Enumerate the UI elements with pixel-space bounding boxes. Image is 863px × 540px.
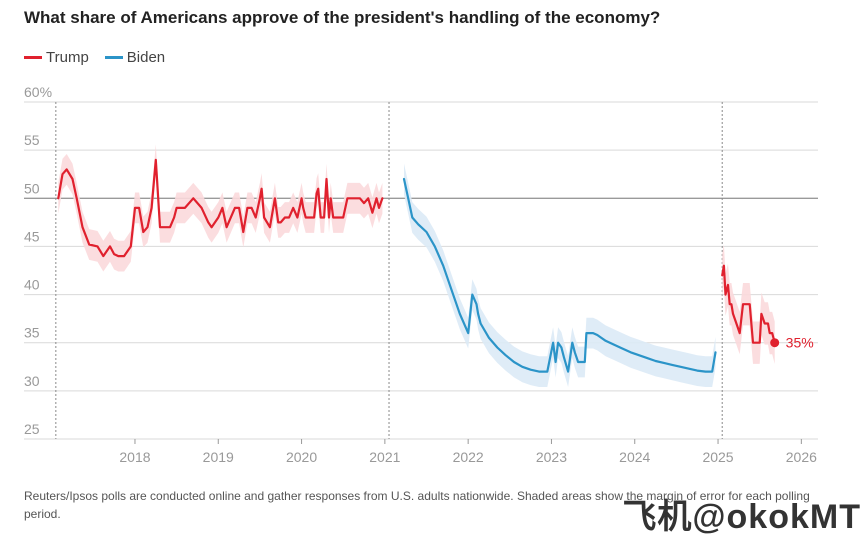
series-line-biden-1 [402,177,717,373]
chart-legend: Trump Biden [24,49,165,66]
x-tick-label-2024: 2024 [619,449,650,465]
y-tick-label-60: 60% [24,84,52,100]
y-tick-label-35: 35 [24,325,40,341]
chart-footnote: Reuters/Ipsos polls are conducted online… [24,489,810,521]
margin-band-trump-0 [58,144,383,272]
legend-item-trump: Trump [24,49,89,66]
x-tick-label-2023: 2023 [536,449,567,465]
y-tick-label-45: 45 [24,228,40,244]
series-line-trump-2 [721,264,776,344]
legend-label-biden: Biden [126,49,166,66]
end-point-label: 35% [786,335,814,351]
x-tick-label-2018: 2018 [119,449,150,465]
margin-band-biden-1 [404,163,716,387]
y-tick-label-30: 30 [24,373,40,389]
legend-label-trump: Trump [46,49,89,66]
y-tick-label-55: 55 [24,132,40,148]
chart-title: What share of Americans approve of the p… [24,8,661,27]
x-tick-label-2022: 2022 [453,449,484,465]
y-tick-label-25: 25 [24,421,40,437]
end-point-marker [770,338,780,348]
approval-line-chart: 25 30 35 40 45 50 55 60% 2018 2019 2020 2021 2022 202… [24,84,818,465]
x-tick-label-2020: 2020 [286,449,317,465]
watermark: 飞机@okokMT [622,498,861,536]
x-tick-label-2021: 2021 [369,449,400,465]
legend-swatch-biden [104,56,123,59]
legend-item-biden: Biden [104,49,166,66]
x-tick-label-2019: 2019 [203,449,234,465]
x-tick-label-2026: 2026 [786,449,817,465]
y-tick-label-50: 50 [24,180,40,196]
x-tick-label-2025: 2025 [702,449,733,465]
series-line-trump-0 [57,158,384,258]
legend-swatch-trump [24,56,42,59]
y-tick-label-40: 40 [24,277,40,293]
